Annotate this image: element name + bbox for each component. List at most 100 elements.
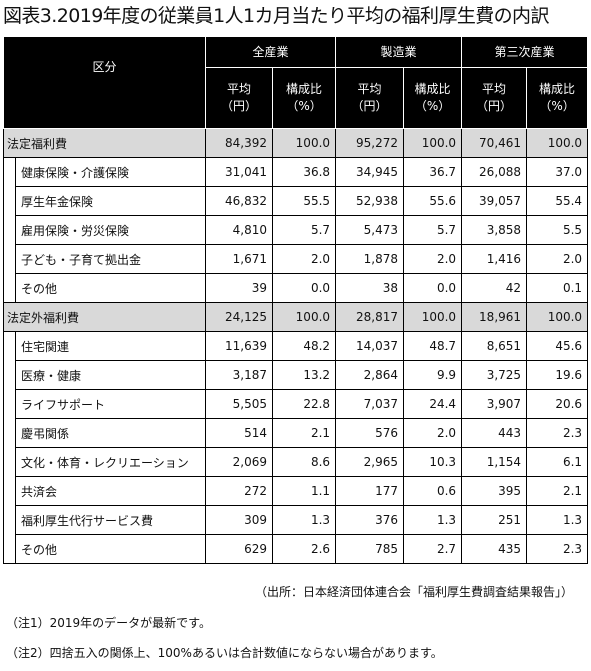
item-value-cell: 45.6	[526, 331, 589, 361]
item-value-cell: 34,945	[335, 157, 405, 187]
item-label: その他	[14, 273, 207, 303]
item-value-cell: 1.3	[526, 505, 589, 535]
item-value-cell: 3,907	[461, 389, 528, 419]
header-avg-line2: （円）	[351, 99, 388, 113]
item-value-cell: 1,878	[335, 244, 405, 274]
section-value-cell: 70,461	[461, 128, 528, 158]
item-value-cell: 1,154	[461, 447, 528, 477]
item-value-cell: 22.8	[272, 389, 337, 419]
section-value-cell: 100.0	[403, 128, 463, 158]
header-avg-line2: （円）	[476, 99, 513, 113]
item-value-cell: 38	[335, 273, 405, 303]
item-value-cell: 5,505	[205, 389, 274, 419]
header-avg-0: 平均 （円）	[205, 67, 274, 129]
section-value-cell: 24,125	[205, 302, 274, 332]
section-label: 法定福利費	[2, 128, 207, 158]
section-total-row: 法定外福利費 24,125 100.0 28,817 100.0 18,961 100.0	[2, 302, 589, 332]
item-value-cell: 2.1	[526, 476, 589, 506]
header-ratio-2: 構成比 （%）	[526, 67, 589, 129]
item-label: 健康保険・介護保険	[14, 157, 207, 187]
item-value-cell: 39,057	[461, 186, 528, 216]
item-label: その他	[14, 534, 207, 564]
item-value-cell: 376	[335, 505, 405, 535]
item-value-cell: 272	[205, 476, 274, 506]
item-value-cell: 52,938	[335, 186, 405, 216]
item-value-cell: 2.1	[272, 418, 337, 448]
table-row: その他 39 0.0 38 0.0 42 0.1	[4, 273, 589, 303]
header-ratio-0: 構成比 （%）	[272, 67, 337, 129]
item-value-cell: 2.6	[272, 534, 337, 564]
header-ratio-line2: （%）	[414, 99, 451, 113]
item-value-cell: 39	[205, 273, 274, 303]
item-value-cell: 2.3	[526, 418, 589, 448]
header-avg-2: 平均 （円）	[461, 67, 528, 129]
item-value-cell: 435	[461, 534, 528, 564]
item-value-cell: 5.7	[272, 215, 337, 245]
item-value-cell: 0.1	[526, 273, 589, 303]
item-value-cell: 55.6	[403, 186, 463, 216]
item-value-cell: 576	[335, 418, 405, 448]
header-avg-line1: 平均	[227, 82, 252, 96]
item-value-cell: 2.0	[526, 244, 589, 274]
item-label: 医療・健康	[14, 360, 207, 390]
table-row: 慶弔関係 514 2.1 576 2.0 443 2.3	[4, 418, 589, 448]
item-value-cell: 5,473	[335, 215, 405, 245]
item-label: 福利厚生代行サービス費	[14, 505, 207, 535]
item-value-cell: 514	[205, 418, 274, 448]
header-ratio-line2: （%）	[539, 99, 575, 113]
table-row: 医療・健康 3,187 13.2 2,864 9.9 3,725 19.6	[4, 360, 589, 390]
section-value-cell: 84,392	[205, 128, 274, 158]
item-label: 文化・体育・レクリエーション	[14, 447, 207, 477]
item-value-cell: 251	[461, 505, 528, 535]
header-ratio-line1: 構成比	[286, 82, 323, 96]
section-value-cell: 100.0	[526, 128, 589, 158]
section-value-cell: 18,961	[461, 302, 528, 332]
item-value-cell: 2.7	[403, 534, 463, 564]
welfare-cost-table: 区分 全産業 製造業 第三次産業 平均 （円） 構成比 （%） 平均 （円） 構成比 （%） 平…	[2, 36, 589, 564]
header-kubun: 区分	[2, 36, 207, 129]
item-value-cell: 48.2	[272, 331, 337, 361]
header-avg-1: 平均 （円）	[335, 67, 405, 129]
item-value-cell: 13.2	[272, 360, 337, 390]
table-row: 雇用保険・労災保険 4,810 5.7 5,473 5.7 3,858 5.5	[4, 215, 589, 245]
item-value-cell: 0.0	[272, 273, 337, 303]
item-label: 慶弔関係	[14, 418, 207, 448]
item-value-cell: 46,832	[205, 186, 274, 216]
header-ratio-line1: 構成比	[539, 82, 576, 96]
item-value-cell: 42	[461, 273, 528, 303]
header-group-tertiary: 第三次産業	[461, 36, 589, 68]
note-2: （注2）四捨五入の関係上、100%あるいは合計数値にならない場合があります。	[6, 646, 443, 660]
item-value-cell: 48.7	[403, 331, 463, 361]
header-group-manufacturing: 製造業	[335, 36, 463, 68]
section-value-cell: 28,817	[335, 302, 405, 332]
header-avg-line2: （円）	[221, 99, 258, 113]
item-value-cell: 0.0	[403, 273, 463, 303]
item-value-cell: 6.1	[526, 447, 589, 477]
item-value-cell: 309	[205, 505, 274, 535]
table-row: 共済会 272 1.1 177 0.6 395 2.1	[4, 476, 589, 506]
section-value-cell: 100.0	[272, 128, 337, 158]
table-row: ライフサポート 5,505 22.8 7,037 24.4 3,907 20.6	[4, 389, 589, 419]
source-note: （出所：日本経済団体連合会「福利厚生費調査結果報告」）	[254, 585, 573, 599]
item-value-cell: 443	[461, 418, 528, 448]
indent-spacer	[3, 331, 16, 564]
item-value-cell: 1,671	[205, 244, 274, 274]
item-value-cell: 1.3	[272, 505, 337, 535]
header-group-all: 全産業	[205, 36, 337, 68]
item-value-cell: 395	[461, 476, 528, 506]
item-value-cell: 2,965	[335, 447, 405, 477]
header-ratio-line1: 構成比	[414, 82, 451, 96]
item-value-cell: 14,037	[335, 331, 405, 361]
item-value-cell: 31,041	[205, 157, 274, 187]
item-value-cell: 24.4	[403, 389, 463, 419]
item-value-cell: 36.7	[403, 157, 463, 187]
item-value-cell: 55.5	[272, 186, 337, 216]
item-value-cell: 3,725	[461, 360, 528, 390]
item-label: 住宅関連	[14, 331, 207, 361]
item-value-cell: 37.0	[526, 157, 589, 187]
item-value-cell: 10.3	[403, 447, 463, 477]
item-value-cell: 2.0	[272, 244, 337, 274]
item-value-cell: 1,416	[461, 244, 528, 274]
item-value-cell: 2,864	[335, 360, 405, 390]
header-ratio-line2: （%）	[286, 99, 322, 113]
